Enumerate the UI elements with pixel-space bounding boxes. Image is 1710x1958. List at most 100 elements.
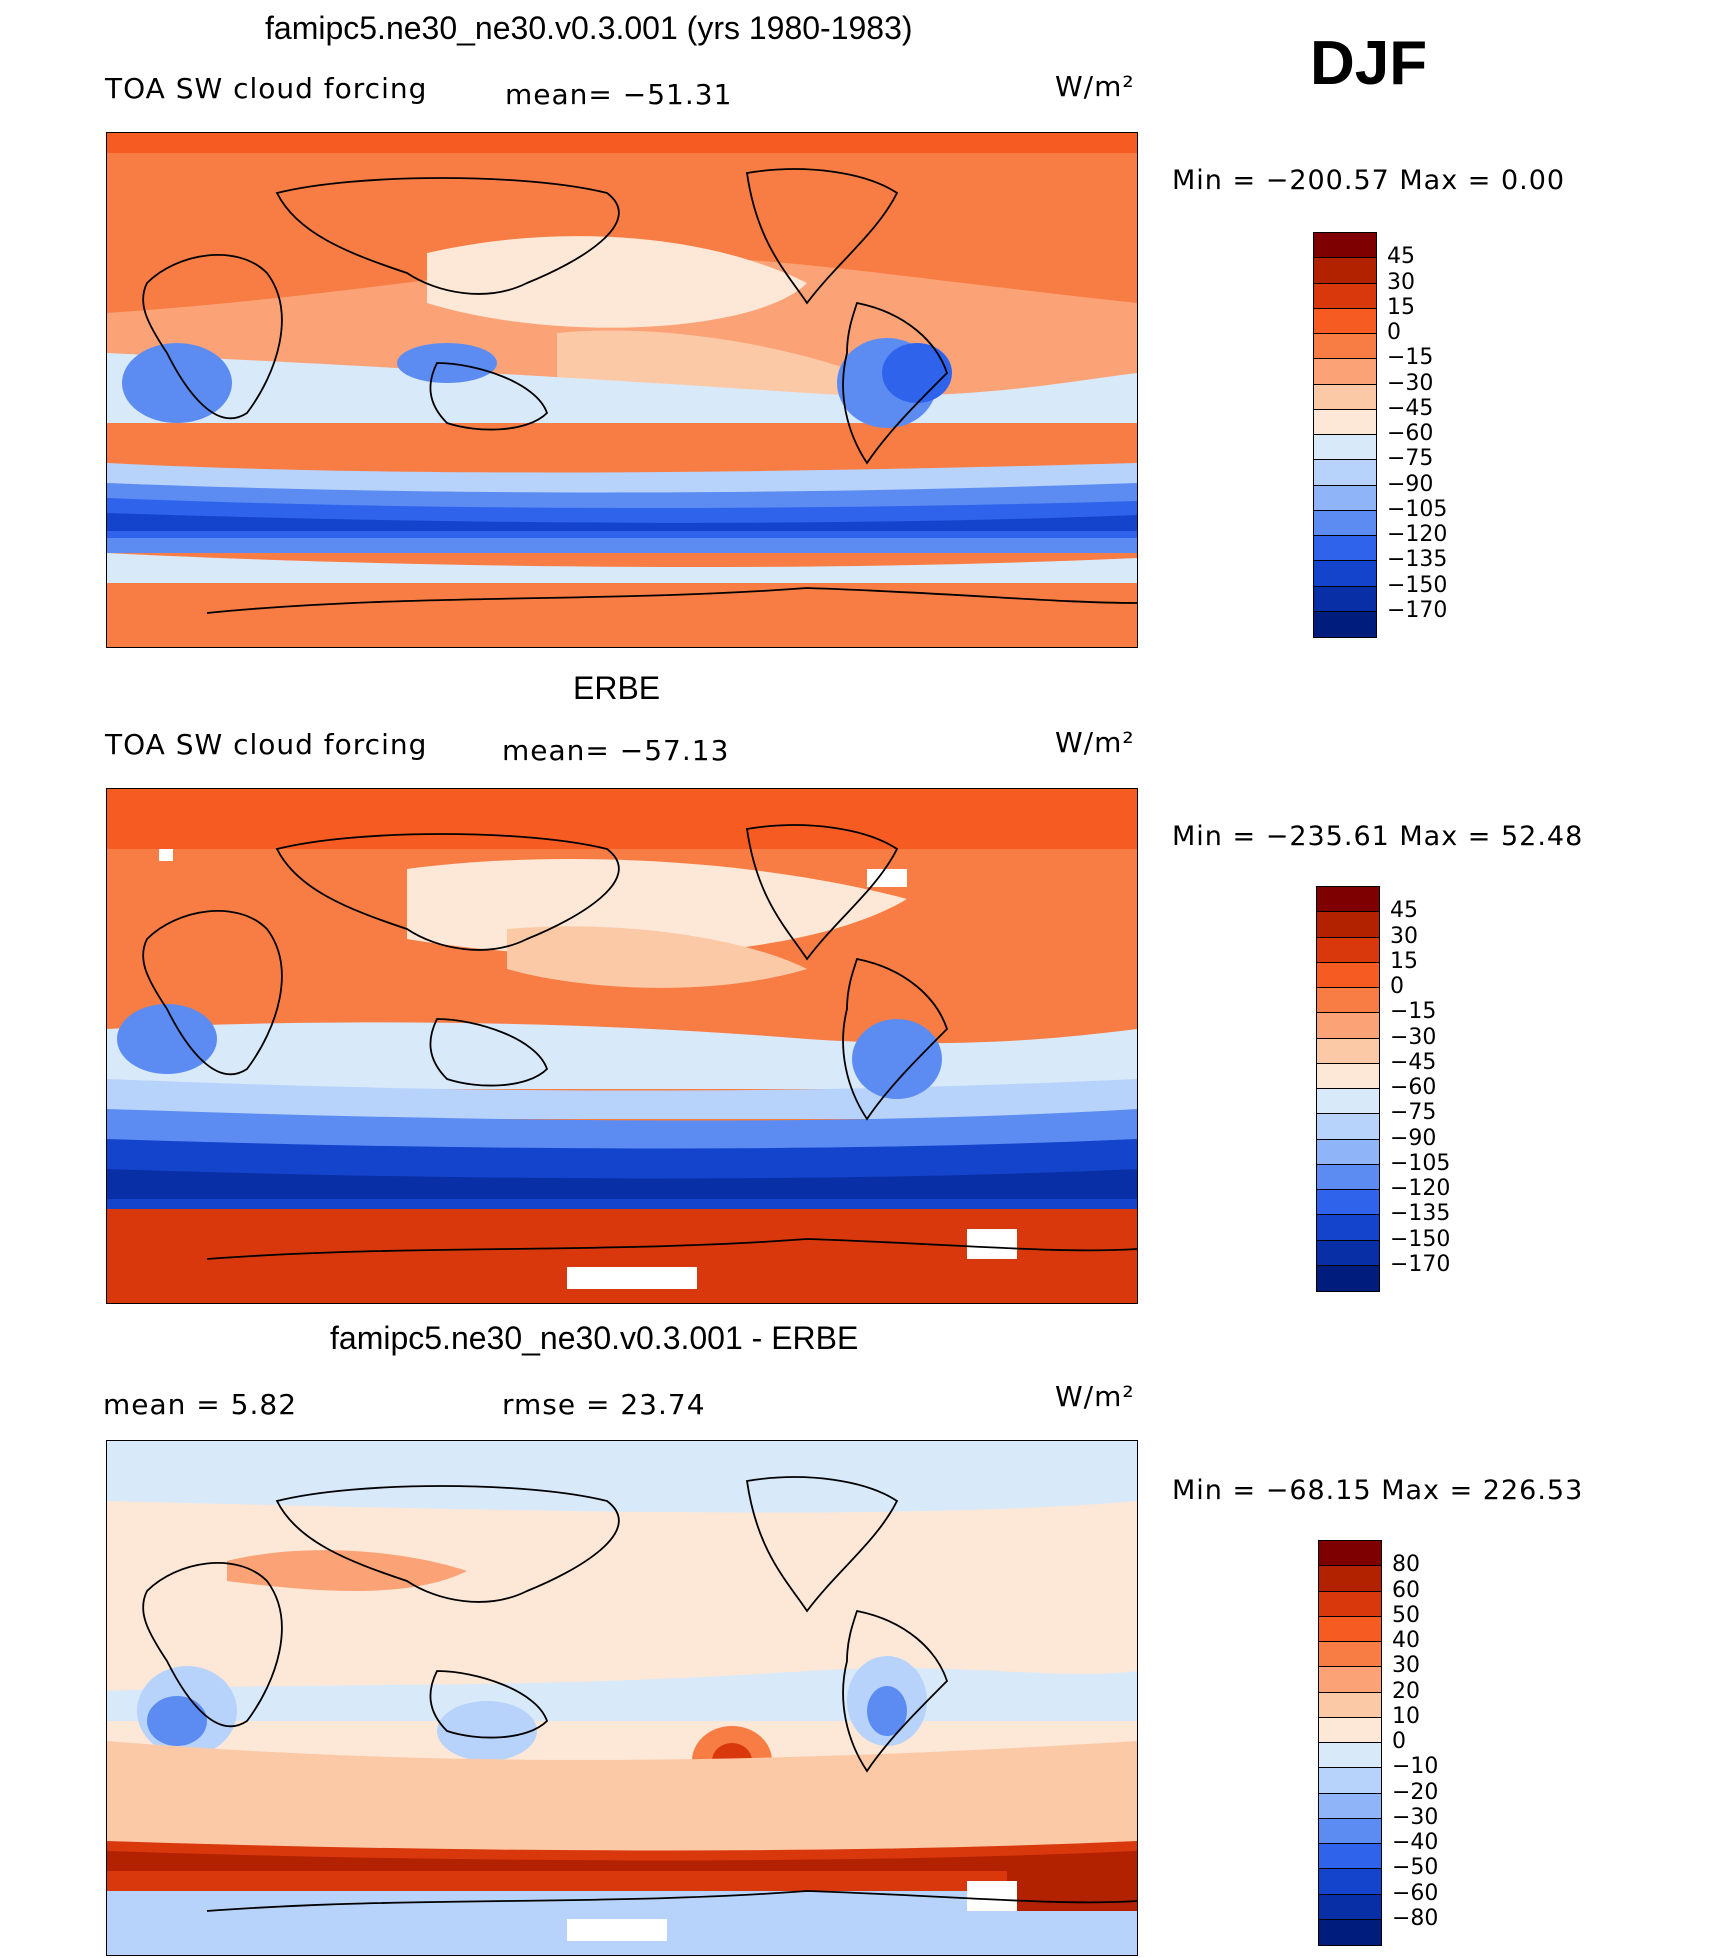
colorbar-cell [1317, 1114, 1379, 1140]
colorbar-cell [1314, 435, 1376, 461]
colorbar-cell [1314, 485, 1376, 511]
panel-1-min-max: Min = −200.57 Max = 0.00 [1172, 165, 1566, 196]
colorbar-tick-label: 0 [1387, 320, 1401, 345]
colorbar-cell [1314, 586, 1376, 612]
colorbar-cell [1317, 1265, 1379, 1291]
colorbar-tick-label: −60 [1387, 421, 1434, 446]
colorbar-tick-label: 20 [1392, 1678, 1420, 1704]
colorbar-cell [1319, 1667, 1381, 1693]
panel-1-map [106, 132, 1138, 648]
colorbar-tick-label: −105 [1390, 1150, 1451, 1176]
colorbar-cell [1319, 1541, 1381, 1567]
colorbar-cell [1317, 1164, 1379, 1190]
colorbar-tick-label: 0 [1390, 974, 1404, 999]
colorbar-tick-label: 80 [1392, 1552, 1420, 1578]
colorbar-cell [1317, 1013, 1379, 1039]
panel-1-mean-label: mean= −51.31 [505, 78, 733, 111]
panel-3-min-max: Min = −68.15 Max = 226.53 [1172, 1475, 1584, 1506]
colorbar-tick-label: −75 [1387, 446, 1434, 472]
panel-3-map-plot [107, 1441, 1137, 1955]
colorbar-tick-label: −120 [1390, 1176, 1451, 1201]
colorbar-tick-label: −60 [1390, 1075, 1437, 1100]
colorbar-cell [1319, 1818, 1381, 1844]
colorbar-tick-label: −120 [1387, 522, 1448, 547]
colorbar-cell [1314, 359, 1376, 385]
colorbar-cell [1317, 1240, 1379, 1266]
colorbar-tick-label: −75 [1390, 1100, 1437, 1126]
colorbar-cell [1319, 1717, 1381, 1743]
colorbar-cell [1317, 1089, 1379, 1115]
colorbar-tick-label: −15 [1390, 999, 1437, 1025]
colorbar-cell [1314, 510, 1376, 536]
colorbar-cell [1317, 988, 1379, 1014]
panel-3-colorbar [1318, 1540, 1382, 1946]
colorbar-tick-label: −40 [1392, 1830, 1439, 1855]
panel-2-map-plot [107, 789, 1137, 1303]
colorbar-tick-label: 30 [1392, 1653, 1420, 1679]
colorbar-cell [1319, 1591, 1381, 1617]
colorbar-cell [1319, 1616, 1381, 1642]
panel-3-title: famipc5.ne30_ne30.v0.3.001 - ERBE [330, 1320, 859, 1356]
colorbar-tick-label: 15 [1387, 294, 1415, 320]
colorbar-tick-label: −170 [1390, 1251, 1451, 1277]
panel-3-mean-label: mean = 5.82 [103, 1388, 298, 1421]
colorbar-cell [1314, 384, 1376, 410]
colorbar-cell [1317, 1190, 1379, 1216]
colorbar-cell [1314, 536, 1376, 562]
colorbar-tick-label: 30 [1387, 269, 1415, 295]
colorbar-cell [1319, 1793, 1381, 1819]
colorbar-tick-label: −30 [1387, 370, 1434, 396]
colorbar-cell [1319, 1743, 1381, 1769]
colorbar-cell [1317, 1139, 1379, 1165]
panel-3-map [106, 1440, 1138, 1956]
colorbar-tick-label: 15 [1390, 948, 1418, 974]
colorbar-cell [1317, 937, 1379, 963]
colorbar-cell [1319, 1642, 1381, 1668]
colorbar-cell [1314, 611, 1376, 637]
colorbar-cell [1319, 1869, 1381, 1895]
colorbar-cell [1314, 334, 1376, 360]
colorbar-tick-label: −135 [1387, 547, 1448, 573]
colorbar-tick-label: −45 [1390, 1049, 1437, 1075]
colorbar-tick-label: 45 [1390, 898, 1418, 924]
colorbar-cell [1319, 1692, 1381, 1718]
colorbar-tick-label: 10 [1392, 1703, 1420, 1729]
panel-1-variable-label: TOA SW cloud forcing [105, 72, 428, 105]
colorbar-tick-label: −150 [1390, 1226, 1451, 1252]
colorbar-cell [1319, 1768, 1381, 1794]
season-label: DJF [1310, 29, 1428, 98]
panel-2-units-label: W/m² [1055, 726, 1135, 759]
colorbar-tick-label: −105 [1387, 496, 1448, 522]
colorbar-tick-label: −45 [1387, 395, 1434, 421]
colorbar-cell [1314, 460, 1376, 486]
panel-2-colorbar [1316, 886, 1380, 1292]
colorbar-cell [1317, 1038, 1379, 1064]
colorbar-tick-label: −90 [1390, 1125, 1437, 1151]
panel-1-units-label: W/m² [1055, 70, 1135, 103]
panel-1-map-plot [107, 133, 1137, 647]
colorbar-cell [1317, 887, 1379, 913]
colorbar-cell [1314, 233, 1376, 259]
colorbar-tick-label: −30 [1390, 1024, 1437, 1050]
panel-1-title: famipc5.ne30_ne30.v0.3.001 (yrs 1980-198… [265, 10, 913, 46]
panel-2-mean-label: mean= −57.13 [502, 734, 730, 767]
colorbar-tick-label: −135 [1390, 1201, 1451, 1227]
colorbar-tick-label: −30 [1392, 1804, 1439, 1830]
colorbar-tick-label: −90 [1387, 471, 1434, 497]
panel-2-variable-label: TOA SW cloud forcing [105, 728, 428, 761]
panel-2-title: ERBE [573, 670, 661, 706]
colorbar-cell [1317, 1063, 1379, 1089]
colorbar-cell [1319, 1844, 1381, 1870]
colorbar-tick-label: −170 [1387, 597, 1448, 623]
panel-3-rmse-label: rmse = 23.74 [502, 1388, 706, 1421]
colorbar-cell [1314, 561, 1376, 587]
colorbar-cell [1314, 258, 1376, 284]
colorbar-tick-label: 45 [1387, 244, 1415, 270]
colorbar-tick-label: −150 [1387, 572, 1448, 598]
colorbar-tick-label: −60 [1392, 1880, 1439, 1906]
colorbar-cell [1319, 1566, 1381, 1592]
colorbar-cell [1314, 409, 1376, 435]
colorbar-tick-label: 50 [1392, 1602, 1420, 1628]
colorbar-tick-label: −20 [1392, 1779, 1439, 1805]
colorbar-tick-label: −15 [1387, 345, 1434, 371]
